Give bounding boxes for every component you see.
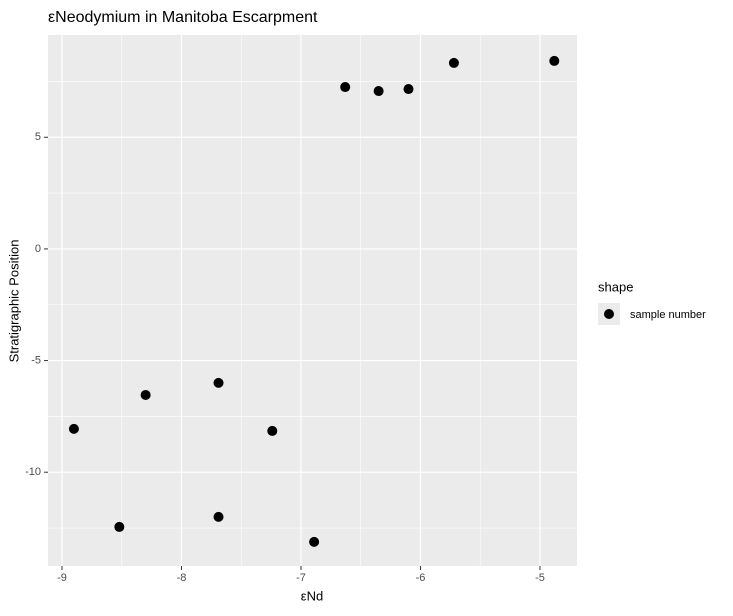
y-tick-label: -5 (31, 354, 41, 366)
legend-label: sample number (630, 309, 706, 321)
y-tick-label: -10 (25, 466, 41, 478)
y-tick-label: 0 (35, 243, 41, 255)
x-tick-label: -9 (57, 572, 67, 584)
point (267, 425, 278, 436)
point (213, 377, 224, 388)
point (213, 511, 224, 522)
x-tick-label: -5 (535, 572, 545, 584)
point (549, 55, 560, 66)
point (68, 423, 79, 434)
x-tick-label: -6 (416, 572, 426, 584)
x-tick-label: -8 (177, 572, 187, 584)
plot-panel (48, 35, 577, 566)
x-tick-label: -7 (296, 572, 306, 584)
point (140, 389, 151, 400)
y-axis-label: Stratigraphic Position (6, 240, 21, 363)
y-tick-label: 5 (35, 131, 41, 143)
point (403, 84, 414, 95)
point (114, 521, 125, 532)
legend-title: shape (598, 279, 633, 294)
x-axis-label: εNd (301, 588, 323, 603)
point (340, 82, 351, 93)
chart-title: εNeodymium in Manitoba Escarpment (48, 9, 318, 26)
point (309, 536, 320, 547)
point (373, 86, 384, 97)
point (448, 57, 459, 68)
legend-marker (604, 309, 614, 319)
